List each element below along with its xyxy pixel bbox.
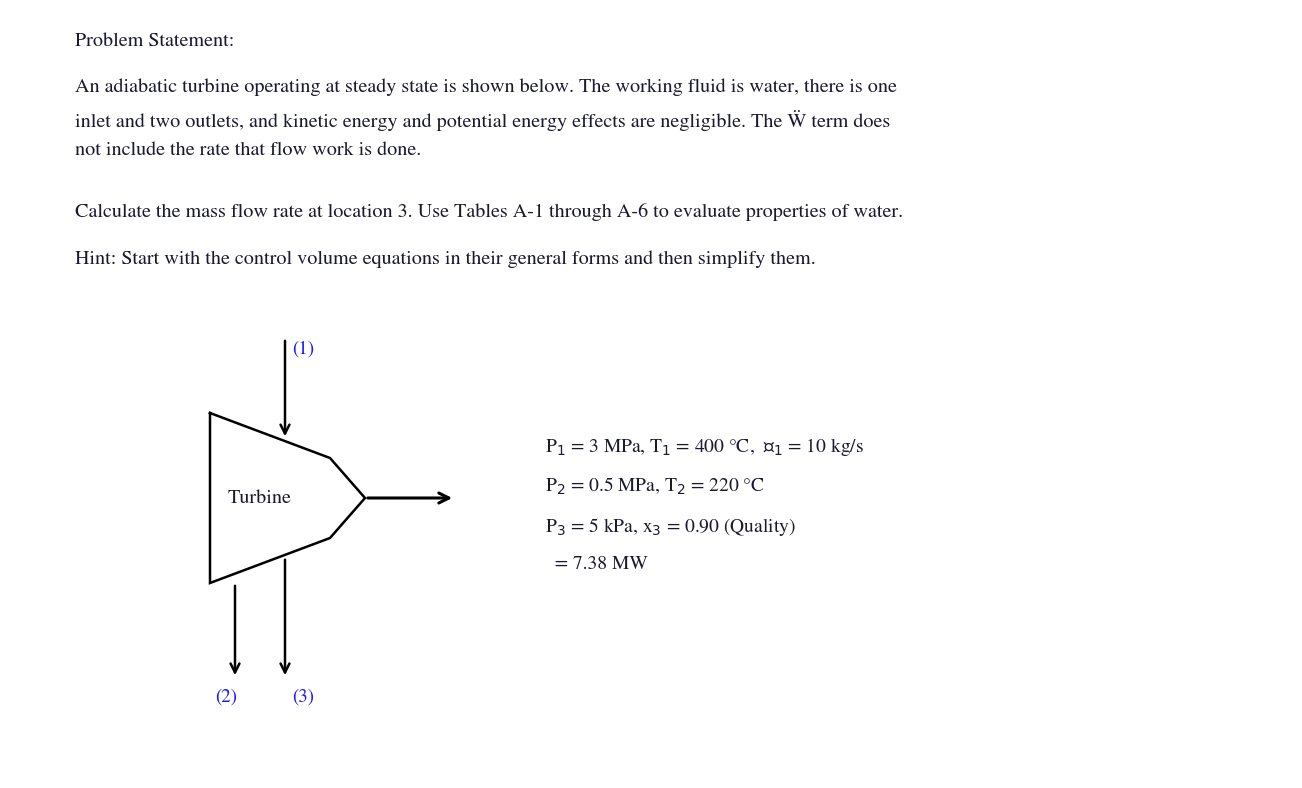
Text: P$_1$ = 3 MPa, T$_1$ = 400 °C,  ṁ$_1$ = 10 kg/s: P$_1$ = 3 MPa, T$_1$ = 400 °C, ṁ$_1$ = 1… bbox=[546, 436, 865, 458]
Text: Ẇ: Ẇ bbox=[467, 488, 473, 508]
Text: P$_3$ = 5 kPa, x$_3$ = 0.90 (Quality): P$_3$ = 5 kPa, x$_3$ = 0.90 (Quality) bbox=[546, 516, 796, 538]
Text: (3): (3) bbox=[292, 688, 314, 705]
Text: Ẇ= 7.38 MW: Ẇ= 7.38 MW bbox=[546, 556, 648, 573]
Text: not include the rate that flow work is done.: not include the rate that flow work is d… bbox=[76, 142, 422, 159]
Text: inlet and two outlets, and kinetic energy and potential energy effects are negli: inlet and two outlets, and kinetic energ… bbox=[76, 110, 891, 131]
Text: Turbine: Turbine bbox=[228, 489, 292, 507]
Text: P$_2$ = 0.5 MPa, T$_2$ = 220 °C: P$_2$ = 0.5 MPa, T$_2$ = 220 °C bbox=[546, 476, 764, 497]
Text: An adiabatic turbine operating at steady state is shown below. The working fluid: An adiabatic turbine operating at steady… bbox=[76, 78, 897, 95]
Text: (1): (1) bbox=[292, 340, 314, 357]
Text: Calculate the mass flow rate at location 3. Use Tables A-1 through A-6 to evalua: Calculate the mass flow rate at location… bbox=[76, 203, 904, 221]
Text: Problem Statement:: Problem Statement: bbox=[76, 33, 234, 50]
Text: Hint: Start with the control volume equations in their general forms and then si: Hint: Start with the control volume equa… bbox=[76, 250, 816, 268]
Text: (2): (2) bbox=[215, 688, 237, 705]
